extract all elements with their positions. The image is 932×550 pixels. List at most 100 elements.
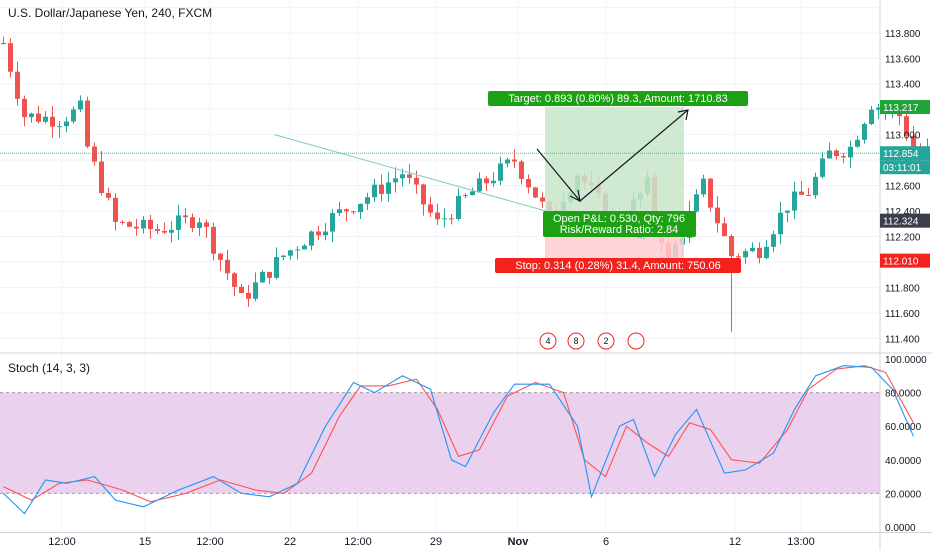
stoch-title: Stoch (14, 3, 3) bbox=[8, 361, 91, 375]
stoch-tick-label: 0.0000 bbox=[885, 523, 916, 534]
target-label: Target: 0.893 (0.80%) 89.3, Amount: 1710… bbox=[508, 93, 728, 105]
candle-body bbox=[295, 249, 300, 251]
candle-body bbox=[358, 203, 363, 213]
price-tick-label: 113.000 bbox=[885, 131, 921, 142]
candle-body bbox=[512, 159, 517, 162]
candle-body bbox=[71, 109, 76, 122]
candle-body bbox=[435, 212, 440, 220]
candle-body bbox=[316, 231, 321, 236]
candle-body bbox=[456, 195, 461, 219]
candle-body bbox=[372, 184, 377, 198]
event-badge-count: 8 bbox=[573, 336, 578, 346]
candle-body bbox=[820, 158, 825, 177]
candle-body bbox=[190, 217, 195, 228]
candle-body bbox=[85, 100, 90, 147]
candle-body bbox=[869, 109, 874, 125]
open-pnl-label: Open P&L: 0.530, Qty: 796 bbox=[553, 213, 685, 225]
candle-body bbox=[715, 207, 720, 224]
candle-body bbox=[743, 251, 748, 258]
stop-label-bg bbox=[495, 258, 741, 273]
candle-body bbox=[106, 193, 111, 198]
countdown-tag-bg bbox=[880, 160, 930, 175]
time-tick-label: 12:00 bbox=[344, 536, 372, 548]
candle-body bbox=[351, 211, 356, 213]
candle-body bbox=[393, 178, 398, 183]
last-price-tag-bg bbox=[880, 146, 930, 161]
candle-body bbox=[540, 197, 545, 202]
candle-body bbox=[323, 231, 328, 236]
candle-body bbox=[428, 204, 433, 213]
price-tick-label: 112.200 bbox=[885, 232, 921, 243]
candle-body bbox=[477, 178, 482, 192]
stop-label: Stop: 0.314 (0.28%) 31.4, Amount: 750.06 bbox=[515, 260, 720, 272]
candle-body bbox=[43, 116, 48, 122]
event-badge-count: 4 bbox=[545, 336, 550, 346]
candle-body bbox=[162, 230, 167, 233]
candle-body bbox=[309, 231, 314, 246]
price-tick-label: 111.800 bbox=[885, 283, 920, 294]
candle-body bbox=[876, 107, 881, 110]
candle-body bbox=[519, 161, 524, 179]
candle-body bbox=[218, 253, 223, 260]
time-tick-label: 29 bbox=[430, 536, 442, 548]
candle-body bbox=[239, 286, 244, 294]
price-tick-label: 113.400 bbox=[885, 80, 921, 91]
stoch-k-line bbox=[3, 365, 915, 515]
price-tick-label: 111.400 bbox=[885, 334, 920, 345]
stoch-tick-label: 60.0000 bbox=[885, 422, 922, 433]
candle-body bbox=[505, 159, 510, 164]
candle-body bbox=[134, 226, 139, 229]
candle-body bbox=[288, 250, 293, 256]
candle-body bbox=[799, 191, 804, 195]
entry-price-tag-bg bbox=[880, 213, 930, 228]
candle-body bbox=[127, 222, 132, 227]
candle-body bbox=[1, 43, 6, 44]
event-badge-icon bbox=[627, 332, 645, 350]
candle-body bbox=[113, 197, 118, 222]
candle-body bbox=[225, 259, 230, 274]
risk-reward-label: Risk/Reward Ratio: 2.84 bbox=[560, 224, 679, 236]
candle-body bbox=[470, 191, 475, 196]
candle-body bbox=[449, 218, 454, 220]
stoch-tick-label: 20.0000 bbox=[885, 489, 922, 500]
candle-body bbox=[736, 256, 741, 258]
projection-arrows bbox=[536, 109, 689, 203]
candle-body bbox=[57, 126, 62, 128]
time-tick-label: 13:00 bbox=[787, 536, 815, 548]
candle-body bbox=[421, 184, 426, 205]
candle-body bbox=[330, 213, 335, 232]
candle-body bbox=[253, 282, 258, 299]
time-tick-label: 12:00 bbox=[48, 536, 76, 548]
time-tick-label: 12 bbox=[729, 536, 741, 548]
candle-body bbox=[708, 178, 713, 208]
candle-body bbox=[99, 161, 104, 194]
candle-body bbox=[904, 116, 909, 136]
candle-body bbox=[365, 197, 370, 204]
candle-body bbox=[169, 229, 174, 233]
arrow-head-up bbox=[677, 109, 689, 121]
candle-body bbox=[141, 219, 146, 229]
candle-body bbox=[176, 215, 181, 230]
candle-body bbox=[778, 212, 783, 235]
target-label-bg bbox=[488, 91, 748, 106]
stop-price-tag-bg bbox=[880, 253, 930, 268]
candle-body bbox=[729, 236, 734, 257]
candle-body bbox=[197, 222, 202, 228]
candle-body bbox=[92, 146, 97, 162]
candle-body bbox=[78, 100, 83, 110]
candle-body bbox=[785, 210, 790, 213]
candle-body bbox=[533, 187, 538, 198]
candle-body bbox=[407, 174, 412, 178]
event-badge-icon bbox=[597, 332, 615, 350]
event-badge-icon bbox=[567, 332, 585, 350]
candle-body bbox=[806, 194, 811, 196]
candle-body bbox=[50, 116, 55, 127]
stoch-band bbox=[0, 392, 880, 494]
candle-body bbox=[302, 245, 307, 250]
candle-body bbox=[813, 176, 818, 196]
event-badge-count: 2 bbox=[603, 336, 608, 346]
price-tick-label: 113.600 bbox=[885, 54, 921, 65]
price-tick-label: 113.800 bbox=[885, 29, 921, 40]
open-pnl-label-bg bbox=[543, 211, 696, 237]
